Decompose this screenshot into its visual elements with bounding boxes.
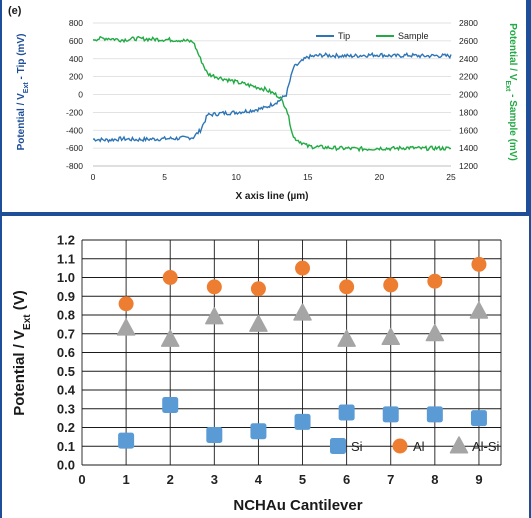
point-al-si [160,329,180,347]
point-al-si [205,307,224,325]
point-al [206,279,222,295]
bottom-x-tick-label: 2 [167,472,174,487]
top-y-tick-label: 400 [69,54,83,64]
bottom-y-tick-label: 1.0 [57,270,75,285]
legend-marker-al-si [449,436,469,454]
bottom-x-tick-label: 5 [299,472,306,487]
top-y2-tick-label: 2200 [459,72,478,82]
point-al [295,260,311,276]
point-si [426,406,443,423]
legend-label-sample: Sample [398,31,429,41]
top-y2-tick-label: 1800 [459,107,478,117]
top-x-axis-label: X axis line (µm) [235,191,308,202]
point-si [250,423,267,440]
point-al-si [425,324,445,342]
top-y-tick-label: 600 [69,36,83,46]
bottom-y-tick-label: 0.8 [57,308,75,323]
bottom-x-tick-label: 1 [122,472,129,487]
top-y2-tick-label: 2600 [459,36,478,46]
legend-label-si: Si [351,439,363,454]
top-x-tick-label: 25 [446,172,456,182]
point-al-si [381,327,400,345]
point-si [206,427,223,443]
top-y-tick-label: -800 [66,161,83,171]
point-si [470,410,487,427]
legend-label-tip: Tip [338,31,350,41]
legend-marker-al [392,438,408,454]
top-y-axis-label: Potential / VExt - Tip (mV) [16,34,30,151]
bottom-chart-panel: 0.0 0.1 0.2 0.3 0.4 0.5 0.6 0.7 0.8 0.9 1.0 1.1 1.2 … [2,216,529,518]
top-y-tick-label: 800 [69,18,83,28]
legend-label-al-si: Al-Si [472,439,500,454]
point-si [338,404,355,421]
series-line-tip [92,51,452,144]
point-si [382,406,399,423]
bottom-y-tick-label: 0.5 [57,364,75,379]
bottom-y-tick-label: 0.2 [57,420,75,435]
top-y2-tick-label: 2000 [459,90,478,100]
top-x-tick-label: 15 [303,172,313,182]
top-x-tick-label: 20 [375,172,385,182]
bottom-y-tick-label: 0.7 [57,326,75,341]
bottom-y-tick-label: 0.4 [57,383,76,398]
top-legend: Tip Sample [316,31,429,41]
bottom-x-tick-label: 9 [475,472,482,487]
bottom-x-tick-label: 6 [343,472,350,487]
bottom-y-tick-label: 0.3 [57,401,75,416]
bottom-x-tick-label: 3 [211,472,218,487]
point-si [294,413,311,430]
point-al-si [293,303,312,321]
top-y2-tick-label: 1200 [459,161,478,171]
point-al [250,281,266,297]
top-y2-tick-label: 2400 [459,54,478,64]
top-chart-panel: (e) -800 -600 -400 -200 0 200 400 600 800 1200 14… [2,0,526,212]
point-al [162,270,178,285]
bottom-x-tick-label: 0 [78,472,85,487]
bottom-x-axis-label: NCHAu Cantilever [233,497,362,514]
bottom-x-tick-label: 7 [387,472,394,487]
top-y2-tick-label: 1400 [459,143,478,153]
bottom-y-tick-label: 1.1 [57,251,75,266]
top-y-tick-label: 0 [78,90,83,100]
point-al [339,279,355,295]
bottom-y-tick-label: 0.0 [57,458,75,473]
bottom-y-axis-label: Potential / VExt (V) [11,290,33,416]
bottom-x-tick-label: 4 [255,472,263,487]
point-al-si [469,301,489,319]
top-x-tick-label: 0 [91,172,96,182]
top-y-tick-label: -400 [66,125,83,135]
point-al-si [249,314,268,332]
point-al-si [337,329,356,347]
top-x-tick-label: 10 [231,172,241,182]
bottom-y-tick-label: 0.9 [57,289,75,304]
bottom-chart: 0.00.10.20.30.40.50.60.70.80.91.01.11.2 … [11,233,502,514]
top-x-tick-label: 5 [162,172,167,182]
panel-label: (e) [8,5,22,17]
top-y-tick-label: -200 [66,107,83,117]
legend-marker-si [330,438,346,454]
bottom-legend: Si Al Al-Si [330,436,500,454]
top-y-tick-label: 200 [69,72,83,82]
top-y2-tick-label: 2800 [459,18,478,28]
point-al [383,277,399,293]
series-line-sample [92,35,452,153]
point-al [471,256,487,272]
top-y-tick-label: -600 [66,143,83,153]
point-al [427,273,443,289]
bottom-x-tick-label: 8 [431,472,438,487]
bottom-y-tick-label: 0.6 [57,345,75,360]
point-al [118,296,134,312]
top-y2-axis-label: Potential / VExt - Sample (mV) [505,23,519,161]
point-al-si [116,318,136,336]
bottom-y-tick-label: 1.2 [57,233,75,248]
point-si [118,432,135,449]
point-si [162,397,179,413]
legend-label-al: Al [413,439,425,454]
bottom-y-tick-label: 0.1 [57,439,75,454]
top-y2-tick-label: 1600 [459,125,478,135]
